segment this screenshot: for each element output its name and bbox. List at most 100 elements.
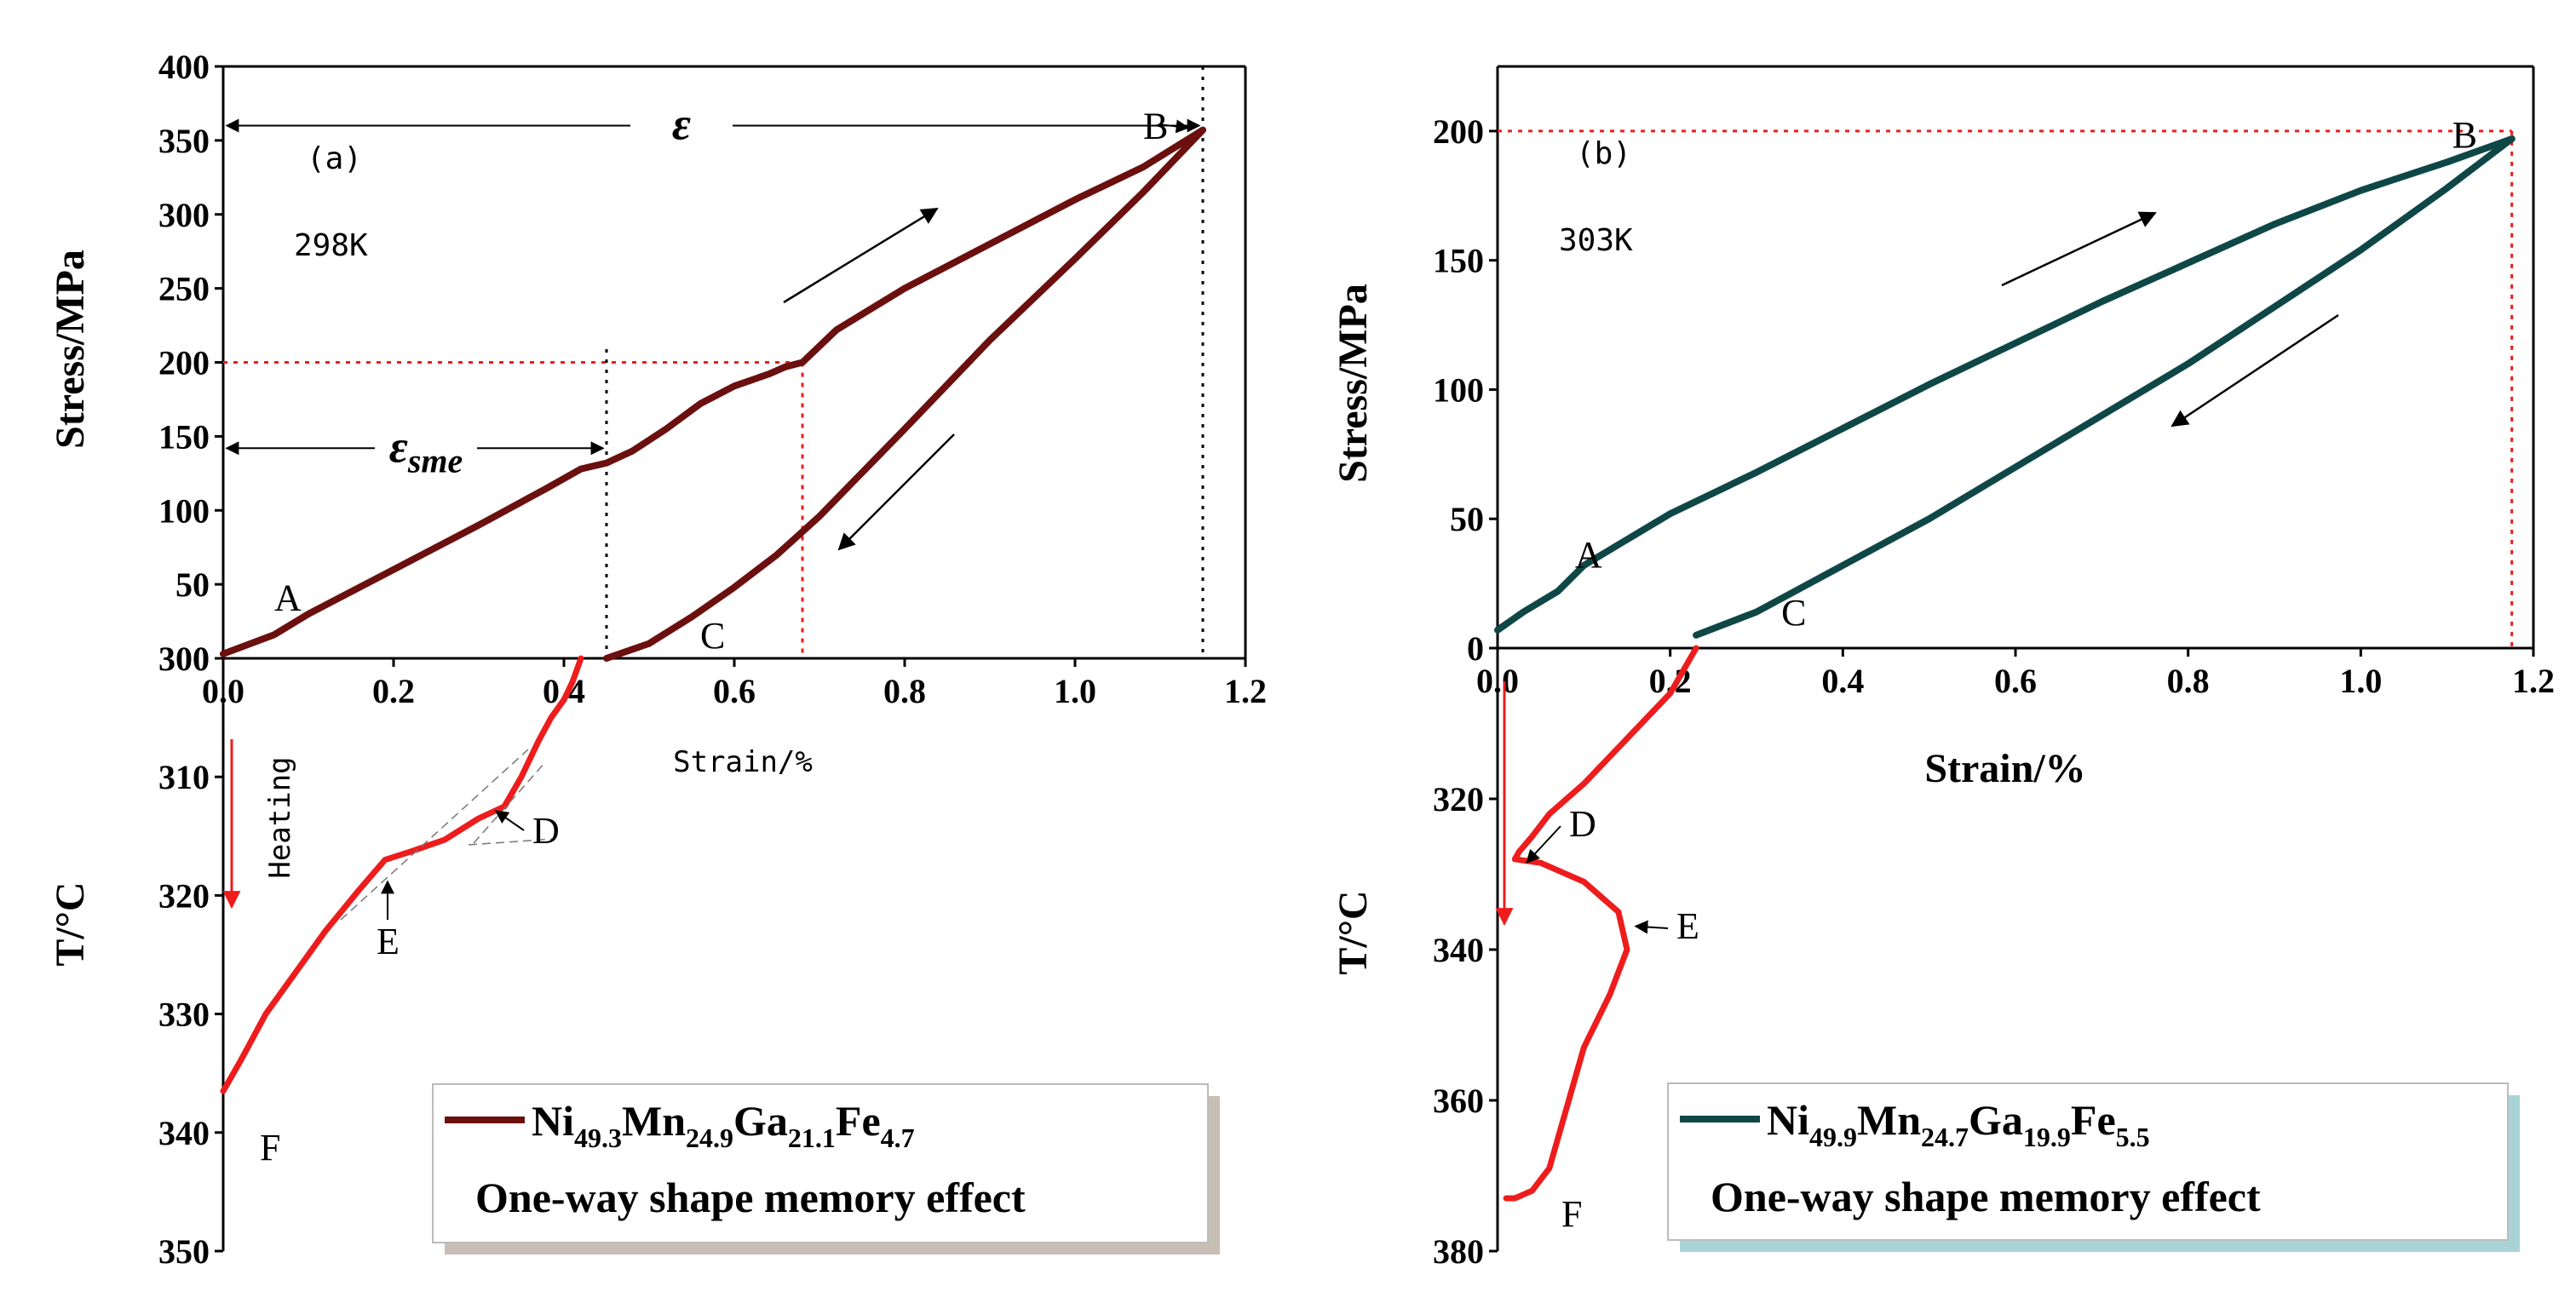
point-b-pointer bbox=[1158, 119, 1190, 134]
y-tick-label: 200 bbox=[158, 344, 210, 382]
point-label-B: B bbox=[1143, 106, 1168, 147]
temp-tick-label: 320 bbox=[1433, 780, 1484, 818]
legend-subscript: 24.7 bbox=[1921, 1122, 1969, 1152]
temp-tick-label: 340 bbox=[158, 1114, 210, 1152]
x-tick-label: 1.2 bbox=[2512, 662, 2555, 700]
y-tick-label: 200 bbox=[1433, 112, 1484, 151]
stress-axis-label: Stress/MPa bbox=[1331, 284, 1376, 483]
x-tick-label: 1.2 bbox=[1224, 672, 1267, 710]
y-tick-label: 50 bbox=[175, 566, 210, 604]
legend-element: Fe bbox=[2071, 1096, 2116, 1144]
legend-subscript: 21.1 bbox=[788, 1122, 836, 1153]
temperature-strain-line bbox=[220, 655, 584, 1094]
temp-tick-label: 330 bbox=[158, 996, 210, 1034]
temperature-condition-label: 303K bbox=[1559, 223, 1633, 258]
legend-element: Fe bbox=[836, 1097, 881, 1145]
y-tick-label: 300 bbox=[158, 196, 210, 234]
y-tick-label: 100 bbox=[158, 491, 210, 530]
temp-tick-label: 360 bbox=[1433, 1082, 1484, 1120]
temperature-strain-line bbox=[1503, 645, 1699, 1202]
legend-subscript: 49.3 bbox=[574, 1122, 622, 1153]
tangent-line bbox=[340, 749, 529, 921]
legend-subscript: 24.9 bbox=[686, 1122, 733, 1153]
tangent-line bbox=[473, 761, 546, 844]
x-tick-label: 0.8 bbox=[2167, 662, 2210, 700]
temp-tick-label: 320 bbox=[158, 876, 210, 915]
x-tick-label: 0.4 bbox=[1821, 662, 1864, 700]
temp-tick-label: 350 bbox=[158, 1232, 210, 1271]
legend-element: Ni bbox=[532, 1097, 574, 1145]
y-tick-label: 150 bbox=[1433, 242, 1484, 280]
y-tick-label: 0 bbox=[193, 640, 210, 678]
temperature-condition-label: 298K bbox=[294, 228, 368, 263]
stress-strain-loading-line bbox=[220, 126, 1206, 657]
point-label-F: F bbox=[1561, 1193, 1582, 1235]
legend-subscript: 5.5 bbox=[2116, 1122, 2150, 1152]
legend-box bbox=[1667, 1082, 2509, 1241]
stress-strain-loading-line bbox=[1494, 135, 2516, 634]
stress-strain-unloading-line bbox=[603, 126, 1206, 662]
strain-axis-label: Strain/% bbox=[673, 745, 813, 779]
x-tick-label: 0.2 bbox=[372, 672, 415, 710]
x-tick-label: 0.6 bbox=[713, 672, 756, 710]
legend-box bbox=[432, 1083, 1209, 1243]
legend-subscript: 49.9 bbox=[1809, 1122, 1857, 1152]
point-label-A: A bbox=[1575, 534, 1602, 576]
point-label-C: C bbox=[700, 615, 725, 657]
x-tick-label: 1.0 bbox=[2339, 662, 2382, 700]
loading-direction-arrow bbox=[2001, 211, 2157, 287]
point-d-pointer bbox=[1526, 825, 1561, 864]
temp-tick-label: 310 bbox=[158, 758, 210, 796]
loading-direction-arrow bbox=[783, 207, 939, 304]
point-label-D: D bbox=[1569, 803, 1596, 845]
point-label-B: B bbox=[2452, 114, 2477, 156]
temperature-axis-label: T/°C bbox=[1331, 890, 1376, 974]
legend-alloy-name: Ni49.9Mn24.7Ga19.9Fe5.5 bbox=[1767, 1096, 2150, 1152]
panel-label: (b) bbox=[1576, 136, 1631, 171]
x-tick-label: 0.0 bbox=[202, 672, 244, 710]
y-tick-label: 150 bbox=[158, 417, 210, 456]
x-tick-label: 1.0 bbox=[1054, 672, 1096, 710]
legend-alloy-name: Ni49.3Mn24.9Ga21.1Fe4.7 bbox=[532, 1097, 915, 1153]
heating-label: Heating bbox=[263, 756, 297, 878]
legend-subscript: 19.9 bbox=[2023, 1122, 2071, 1152]
legend-element: Mn bbox=[1857, 1096, 1921, 1144]
legend-subtitle: One-way shape memory effect bbox=[475, 1174, 1026, 1221]
strain-annotation-label: ε bbox=[672, 99, 691, 150]
stress-strain-unloading-line bbox=[1693, 135, 2516, 639]
legend-element: Ni bbox=[1767, 1096, 1809, 1144]
point-e-pointer bbox=[1634, 920, 1669, 934]
temp-tick-label: 380 bbox=[1433, 1232, 1484, 1271]
strain-annotation-label: εsme bbox=[389, 421, 463, 479]
x-tick-label: 0.8 bbox=[883, 672, 926, 710]
stress-axis-label: Stress/MPa bbox=[48, 250, 93, 449]
point-label-A: A bbox=[274, 577, 302, 618]
temp-tick-label: 340 bbox=[1433, 931, 1484, 969]
x-tick-label: 0.0 bbox=[1476, 662, 1519, 700]
point-label-E: E bbox=[1676, 905, 1699, 947]
point-label-C: C bbox=[1781, 592, 1806, 634]
x-tick-label: 0.6 bbox=[1994, 662, 2037, 700]
legend-subtitle: One-way shape memory effect bbox=[1711, 1173, 2261, 1220]
y-tick-label: 400 bbox=[158, 48, 210, 86]
point-label-F: F bbox=[260, 1127, 280, 1168]
y-tick-label: 250 bbox=[158, 270, 210, 308]
panel-label: (a) bbox=[307, 141, 362, 176]
temperature-axis-label: T/°C bbox=[48, 881, 93, 966]
point-label-E: E bbox=[377, 921, 400, 962]
y-tick-label: 50 bbox=[1450, 500, 1484, 538]
temp-tick-label: 300 bbox=[158, 640, 210, 678]
tangent-line bbox=[468, 838, 555, 846]
point-d-pointer bbox=[494, 810, 525, 831]
y-tick-label: 100 bbox=[1433, 370, 1484, 409]
point-label-D: D bbox=[532, 810, 560, 852]
unloading-direction-arrow bbox=[837, 433, 955, 551]
unloading-direction-arrow bbox=[2171, 313, 2339, 428]
legend-element: Ga bbox=[733, 1097, 788, 1145]
y-tick-label: 0 bbox=[1467, 629, 1484, 668]
strain-axis-label: Strain/% bbox=[1924, 746, 2085, 791]
